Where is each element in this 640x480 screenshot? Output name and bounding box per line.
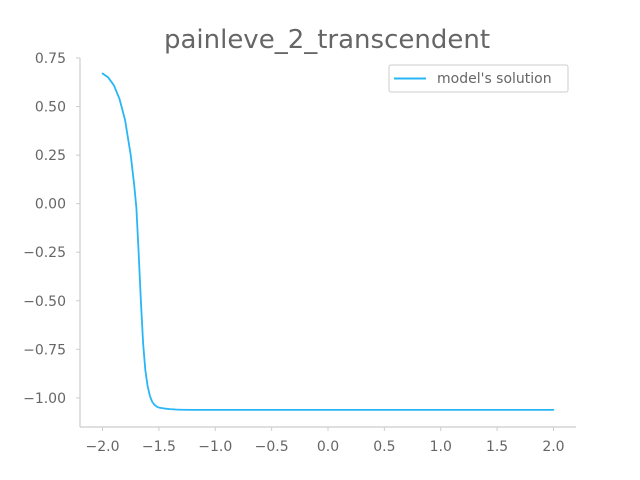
x-tick-label: 2.0: [542, 439, 564, 455]
y-tick-label: −0.50: [23, 294, 66, 310]
y-tick-label: −0.25: [23, 245, 66, 261]
y-tick-label: −1.00: [23, 391, 66, 407]
series-line-model-solution: [101, 72, 555, 411]
x-tick-label: −1.0: [198, 439, 232, 455]
x-tick-label: 1.5: [486, 439, 508, 455]
y-tick-label: 0.75: [35, 51, 66, 67]
x-tick-label: 1.0: [430, 439, 452, 455]
legend-label: model's solution: [437, 71, 552, 87]
x-ticks: −2.0 −1.5 −1.0 −0.5 0.0 0.5 1.0 1.5 2.0: [86, 427, 565, 455]
y-tick-label: 0.25: [35, 148, 66, 164]
series-group: [101, 72, 555, 411]
x-tick-label: −0.5: [255, 439, 289, 455]
x-tick-label: 0.0: [317, 439, 339, 455]
legend-box: [388, 64, 569, 93]
chart-title: painleve_2_transcendent: [164, 25, 490, 55]
x-tick-label: −2.0: [86, 439, 120, 455]
legend: model's solution: [388, 64, 569, 93]
y-ticks: 0.75 0.50 0.25 0.00 −0.25 −0.50 −0.75 −1.00: [23, 51, 80, 407]
y-tick-label: −0.75: [23, 342, 66, 358]
y-tick-label: 0.50: [35, 100, 66, 116]
axes: [79, 58, 576, 428]
x-tick-label: 0.5: [373, 439, 395, 455]
y-tick-label: 0.00: [35, 197, 66, 213]
x-tick-label: −1.5: [142, 439, 176, 455]
